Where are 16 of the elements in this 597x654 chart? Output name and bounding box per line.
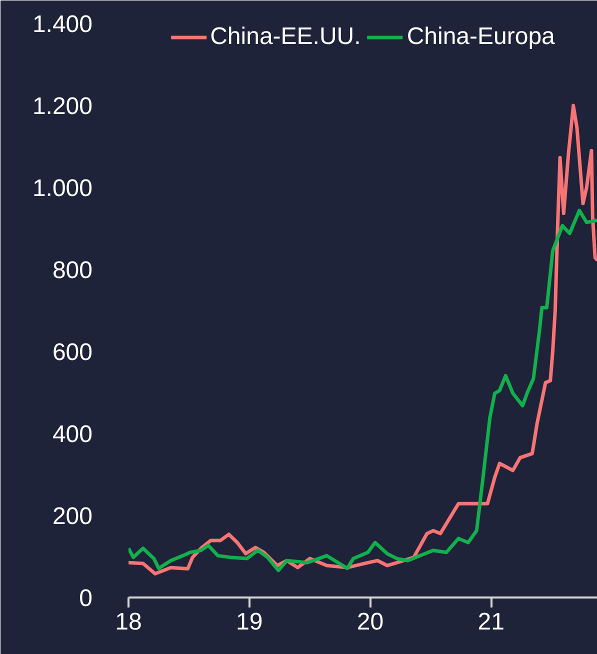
y-tick-label: 800 — [52, 257, 93, 284]
legend-label: China-EE.UU. — [210, 23, 361, 51]
y-tick-label: 1.400 — [32, 11, 93, 38]
y-tick-label: 0 — [79, 585, 93, 612]
y-tick-label: 600 — [52, 339, 93, 366]
x-tick-label: 18 — [115, 608, 142, 636]
y-tick-label: 400 — [52, 421, 93, 448]
y-tick-label: 1.200 — [32, 93, 93, 120]
line-series — [128, 208, 597, 572]
line-series — [128, 104, 597, 576]
x-tick-label: 19 — [236, 608, 263, 636]
legend-label: China-Europa — [406, 23, 555, 51]
x-tick-label: 21 — [478, 608, 504, 636]
x-tick-label: 20 — [356, 608, 384, 636]
y-tick-label: 200 — [52, 503, 93, 530]
y-tick-label: 1.000 — [32, 175, 93, 202]
